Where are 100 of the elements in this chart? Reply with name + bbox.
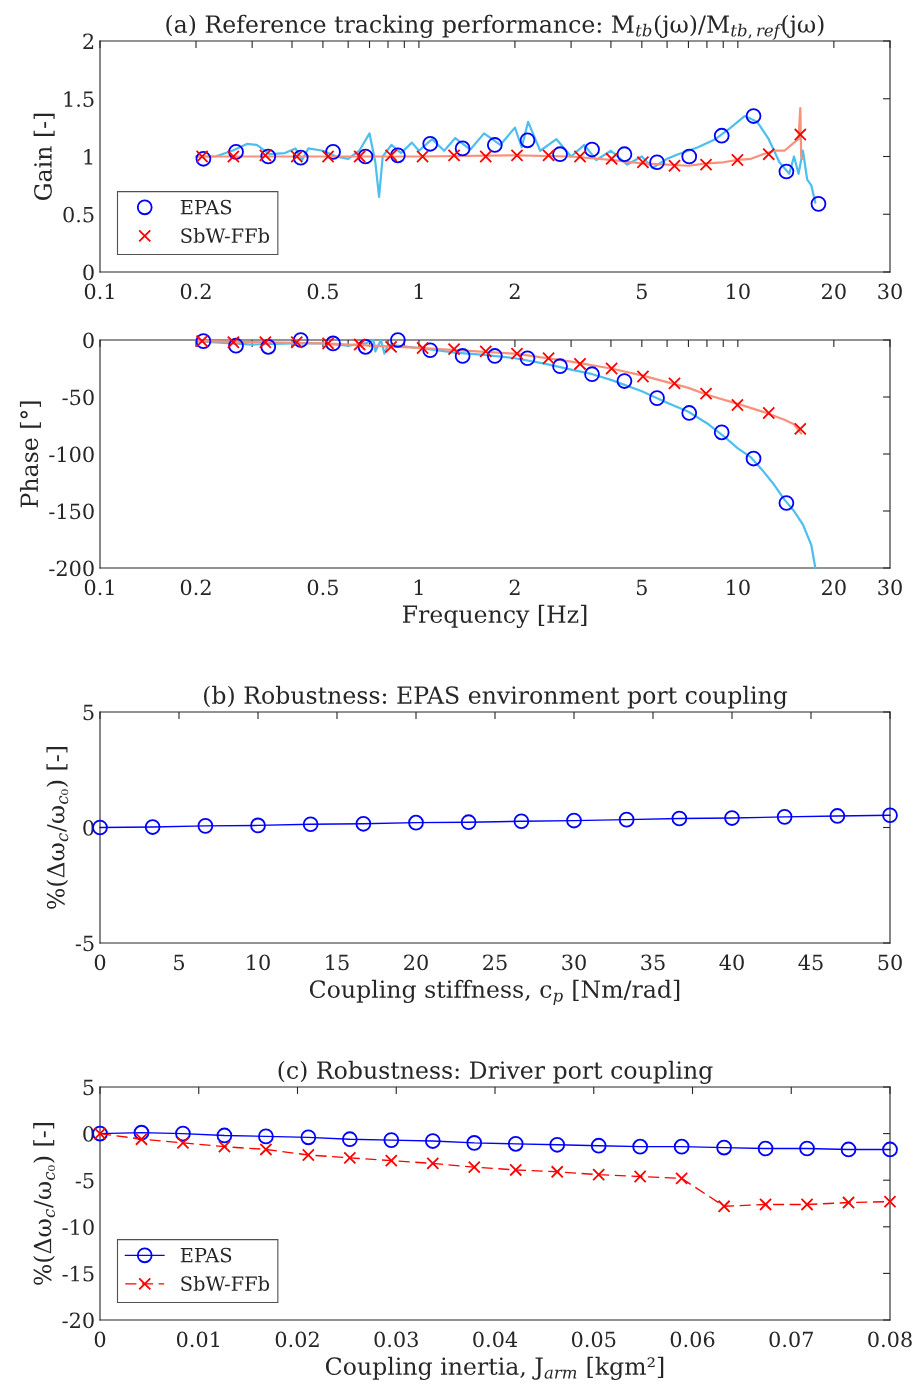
x-tick-label: 20 xyxy=(822,283,846,300)
x-tick-label: 25 xyxy=(483,954,507,971)
point xyxy=(882,807,898,824)
legend-label: SbW-FFb xyxy=(181,227,270,243)
point xyxy=(673,1138,690,1155)
point xyxy=(675,1171,689,1185)
point xyxy=(250,817,266,834)
x-tick-label: 0.04 xyxy=(473,1331,518,1348)
point xyxy=(460,814,477,831)
legend-label: EPAS xyxy=(180,199,232,215)
point xyxy=(799,1140,815,1157)
x-tick-label: 0 xyxy=(94,1331,106,1348)
point xyxy=(800,1197,814,1211)
x-tick-label: 0.05 xyxy=(571,1331,616,1348)
point xyxy=(426,1156,440,1170)
point xyxy=(301,1148,315,1162)
point xyxy=(550,1165,564,1179)
point xyxy=(882,1141,898,1158)
point xyxy=(424,1133,441,1149)
point xyxy=(343,1151,357,1165)
x-tick-label: 0.5 xyxy=(307,579,338,596)
point xyxy=(590,1137,607,1154)
x-tick-label: 35 xyxy=(641,954,665,971)
x-tick-label: 0.01 xyxy=(176,1331,219,1348)
point xyxy=(133,1124,150,1141)
point xyxy=(300,1129,317,1146)
x-tick-label: 2 xyxy=(509,283,520,299)
y-tick-label: 2 xyxy=(83,33,94,49)
y-axis-title: %(Δω$_{c}$/ω$_{c₀}$) [-] xyxy=(33,1123,56,1285)
x-tick-label: 0.02 xyxy=(275,1331,319,1348)
point xyxy=(408,814,424,831)
y-tick-label: 0 xyxy=(83,264,94,281)
x-tick-label: 0.2 xyxy=(180,283,211,300)
point xyxy=(135,1132,148,1146)
x-tick-label: 10 xyxy=(247,954,270,971)
x-axis-title: Frequency [Hz] xyxy=(402,604,587,629)
point xyxy=(618,811,635,828)
chart-title: (a) Reference tracking performance: M$_{tb}$(jω)/M$_{tb,ref}$(jω) xyxy=(166,14,824,40)
point xyxy=(466,1135,483,1151)
y-tick-label: -100 xyxy=(49,446,94,463)
point xyxy=(759,1197,773,1211)
x-tick-label: 30 xyxy=(562,954,586,971)
x-tick-label: 1 xyxy=(414,283,423,299)
point xyxy=(467,1160,481,1174)
chart-title: (c) Robustness: Driver port coupling xyxy=(278,1060,713,1084)
x-tick-label: 30 xyxy=(878,283,902,300)
y-tick-label: -50 xyxy=(62,389,94,406)
y-tick-label: 1.5 xyxy=(64,91,94,107)
point xyxy=(144,819,161,835)
point xyxy=(717,1199,731,1213)
x-tick-label: 0.03 xyxy=(374,1331,418,1348)
x-tick-label: 2 xyxy=(509,579,520,595)
x-tick-label: 20 xyxy=(822,579,846,596)
point xyxy=(883,1195,897,1209)
y-tick-label: -150 xyxy=(49,503,94,520)
x-tick-label: 5 xyxy=(636,283,647,300)
point xyxy=(217,1140,231,1154)
point xyxy=(197,818,214,834)
point xyxy=(259,1142,273,1156)
point xyxy=(355,815,372,832)
y-tick-label: -5 xyxy=(75,935,94,952)
y-axis-title: Phase [°] xyxy=(19,401,41,508)
point xyxy=(671,810,688,827)
x-tick-label: 20 xyxy=(404,954,428,971)
y-tick-label: 5 xyxy=(83,704,94,721)
x-tick-label: 0.5 xyxy=(307,283,338,300)
point xyxy=(840,1141,857,1158)
x-tick-label: 0.1 xyxy=(84,283,114,300)
x-tick-label: 0.1 xyxy=(84,579,114,596)
y-tick-label: 1 xyxy=(84,148,93,165)
point xyxy=(175,1125,191,1142)
point xyxy=(302,816,319,833)
x-tick-label: 10 xyxy=(727,283,750,300)
point xyxy=(724,810,740,826)
y-tick-label: -5 xyxy=(75,1172,94,1189)
point xyxy=(633,1170,647,1183)
x-tick-label: 10 xyxy=(727,579,750,596)
legend-label: EPAS xyxy=(180,1247,232,1263)
point xyxy=(216,1127,233,1144)
point xyxy=(842,1196,855,1210)
y-axis-title: Gain [-] xyxy=(33,113,55,200)
y-axis-title: %(Δω$_{c}$/ω$_{c₀}$) [-] xyxy=(46,747,69,909)
point xyxy=(716,1139,732,1156)
point xyxy=(507,1136,524,1152)
legend-label: SbW-FFb xyxy=(181,1275,270,1291)
point xyxy=(829,808,846,824)
y-tick-label: 0.5 xyxy=(63,206,94,223)
x-axis-title: Coupling stiffness, c$_{p}$ [Nm/rad] xyxy=(309,979,680,1005)
chart-title: (b) Robustness: EPAS environment port coupling xyxy=(204,685,788,709)
point xyxy=(566,812,582,829)
x-tick-label: 5 xyxy=(174,954,185,971)
y-tick-label: -20 xyxy=(62,1312,94,1329)
point xyxy=(509,1163,523,1177)
x-axis-title: Coupling inertia, J$_{arm}$ [kgm²] xyxy=(325,1356,664,1381)
x-tick-label: 30 xyxy=(878,579,902,596)
point xyxy=(632,1138,649,1155)
x-tick-label: 0.08 xyxy=(868,1331,912,1348)
point xyxy=(592,1168,606,1182)
point xyxy=(776,809,793,825)
x-tick-label: 0.07 xyxy=(769,1331,813,1348)
